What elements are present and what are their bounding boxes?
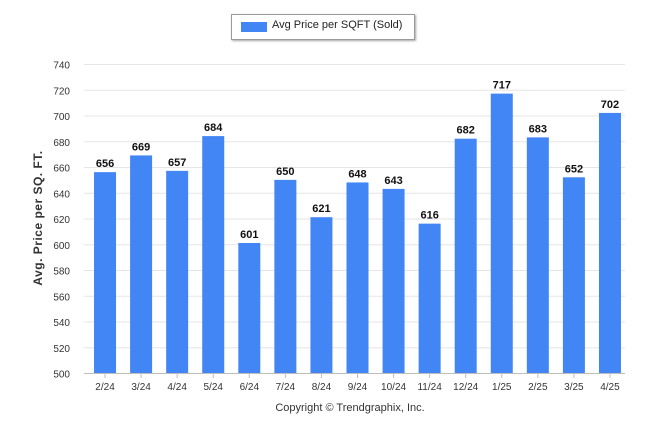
data-label: 669: [132, 141, 150, 153]
y-tick-label: 740: [53, 61, 70, 72]
y-tick-label: 540: [53, 318, 70, 329]
data-label: 621: [312, 203, 330, 215]
x-tick-label: 4/25: [600, 382, 620, 393]
bar: [454, 138, 477, 373]
bar: [310, 217, 333, 373]
data-label: 648: [348, 168, 366, 180]
x-tick-label: 3/24: [131, 382, 151, 393]
bar: [382, 188, 405, 373]
data-label: 616: [420, 210, 438, 222]
x-tick-label: 11/24: [417, 382, 442, 393]
bar: [346, 182, 369, 373]
y-tick-label: 560: [53, 292, 70, 303]
x-tick-label: 12/24: [453, 382, 478, 393]
bar: [130, 155, 153, 373]
data-label: 682: [457, 125, 475, 137]
bar: [490, 93, 513, 374]
legend-label: Avg Price per SQFT (Sold): [272, 19, 403, 31]
bar: [238, 242, 261, 373]
bar: [202, 136, 225, 373]
y-tick-label: 620: [53, 215, 70, 226]
x-tick-label: 1/25: [492, 382, 512, 393]
x-tick-label: 2/25: [528, 382, 548, 393]
data-label: 717: [493, 80, 511, 92]
bar: [274, 179, 297, 373]
y-tick-label: 660: [53, 164, 70, 175]
data-label: 601: [240, 229, 258, 241]
y-tick-label: 520: [53, 344, 70, 355]
bar: [166, 170, 189, 373]
y-tick-label: 700: [53, 112, 70, 123]
x-tick-label: 10/24: [381, 382, 406, 393]
data-label: 656: [96, 158, 114, 170]
data-label: 657: [168, 157, 186, 169]
y-tick-label: 600: [53, 241, 70, 252]
data-label: 652: [565, 163, 583, 175]
x-tick-label: 2/24: [95, 382, 115, 393]
y-tick-label: 720: [53, 86, 70, 97]
bar: [598, 112, 621, 374]
data-label: 650: [276, 166, 294, 178]
x-tick-label: 3/25: [564, 382, 584, 393]
y-tick-label: 680: [53, 138, 70, 149]
x-tick-label: 4/24: [167, 382, 187, 393]
copyright-text: Copyright © Trendgraphix, Inc.: [275, 402, 425, 414]
data-label: 684: [204, 122, 223, 134]
y-tick-label: 640: [53, 189, 70, 200]
legend: Avg Price per SQFT (Sold): [231, 14, 415, 40]
data-label: 643: [384, 175, 402, 187]
x-tick-label: 9/24: [348, 382, 368, 393]
x-tick-label: 6/24: [240, 382, 260, 393]
data-label: 683: [529, 123, 547, 135]
bar: [94, 172, 117, 373]
bar: [526, 137, 549, 373]
x-tick-label: 5/24: [203, 382, 223, 393]
x-tick-label: 7/24: [276, 382, 296, 393]
legend-swatch: [241, 22, 267, 32]
y-tick-label: 580: [53, 267, 70, 278]
bar: [418, 223, 441, 373]
data-label: 702: [601, 99, 619, 111]
bar: [562, 177, 585, 373]
y-tick-label: 500: [53, 370, 70, 381]
x-tick-label: 8/24: [312, 382, 332, 393]
y-axis-label: Avg. Price per SQ. FT.: [31, 150, 45, 286]
